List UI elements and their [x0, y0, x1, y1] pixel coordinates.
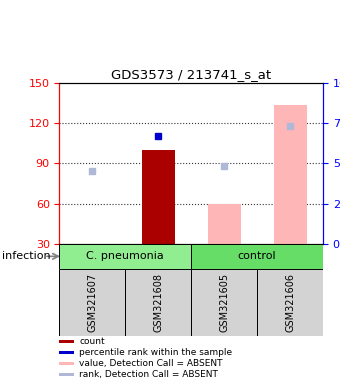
Text: percentile rank within the sample: percentile rank within the sample — [79, 348, 232, 357]
Bar — [125, 269, 191, 336]
Text: GSM321606: GSM321606 — [285, 273, 295, 332]
Text: infection: infection — [2, 251, 50, 262]
Bar — [208, 204, 241, 244]
Bar — [142, 150, 175, 244]
Bar — [191, 244, 323, 269]
Text: GSM321607: GSM321607 — [87, 273, 98, 332]
Bar — [59, 269, 125, 336]
Text: count: count — [79, 337, 105, 346]
Text: value, Detection Call = ABSENT: value, Detection Call = ABSENT — [79, 359, 223, 368]
Text: C. pneumonia: C. pneumonia — [86, 251, 164, 262]
Text: rank, Detection Call = ABSENT: rank, Detection Call = ABSENT — [79, 370, 218, 379]
Bar — [274, 106, 307, 244]
Text: GSM321608: GSM321608 — [153, 273, 163, 332]
Title: GDS3573 / 213741_s_at: GDS3573 / 213741_s_at — [111, 68, 271, 81]
Bar — [59, 373, 74, 376]
Bar — [191, 269, 257, 336]
Text: GSM321605: GSM321605 — [219, 273, 229, 332]
Bar — [257, 269, 323, 336]
Bar — [59, 340, 74, 343]
Text: control: control — [238, 251, 276, 262]
Bar — [59, 244, 191, 269]
Bar — [59, 351, 74, 354]
Bar — [59, 362, 74, 365]
